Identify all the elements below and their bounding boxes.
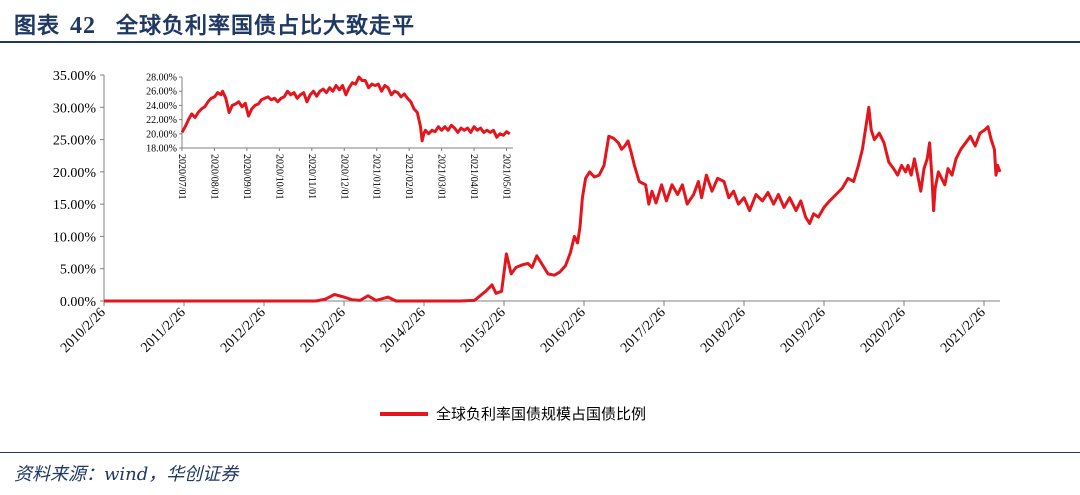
inset-x-tick-label: 2020/11/01 [306,154,317,199]
inset-y-tick-label: 26.00% [146,87,177,98]
x-tick-label: 2012/2/26 [218,305,269,356]
inset-y-tick-label: 22.00% [146,115,177,126]
x-tick-label: 2015/2/26 [458,305,509,356]
inset-x-tick-label: 2021/01/01 [371,154,382,200]
x-tick-label: 2011/2/26 [138,305,188,355]
inset-x-tick-label: 2020/12/01 [338,154,349,200]
inset-y-tick-label: 24.00% [146,101,177,112]
inset-x-tick-label: 2020/10/01 [273,154,284,200]
inset-x-tick-label: 2021/04/01 [468,154,479,200]
inset-x-tick-label: 2021/05/01 [501,154,512,200]
x-tick-label: 2018/2/26 [698,305,749,356]
x-tick-label: 2010/2/26 [58,305,109,356]
inset-x-tick-label: 2021/02/01 [403,154,414,200]
inset-background [130,69,523,229]
title-rule [0,41,1080,43]
legend-label: 全球负利率国债规模占国债比例 [436,405,646,423]
x-tick-label: 2013/2/26 [298,305,349,356]
source-rule [0,452,1080,453]
inset-y-tick-label: 18.00% [146,144,177,155]
figure-title-text: 全球负利率国债占比大致走平 [116,14,416,39]
inset-series-line [180,75,511,143]
inset-x-tick-label: 2020/09/01 [241,154,252,200]
chart: 0.00% 5.00% 10.00% 15.00% 20.00% 25.00% 30.00%… [53,69,1002,423]
y-tick-label: 25.00% [53,134,97,149]
inset-x-tick-label: 2020/07/01 [176,154,187,200]
inset-y-tick-label: 20.00% [146,129,177,140]
y-tick-label: 15.00% [53,198,97,213]
x-tick-label: 2017/2/26 [618,305,669,356]
inset-x-tick-label: 2021/03/01 [436,154,447,200]
x-tick-label: 2016/2/26 [538,305,589,356]
y-tick-label: 0.00% [60,295,97,310]
inset-chart: 18.00% 20.00% 22.00% 24.00% 26.00% 28.00% 2020… [130,69,523,229]
y-tick-label: 35.00% [53,69,97,84]
figure-label: 图表 [14,14,61,39]
x-tick-label: 2021/2/26 [938,305,989,356]
source-note: 资料来源：wind，华创证券 [14,464,239,485]
y-tick-label: 20.00% [53,166,97,181]
x-tick-label: 2014/2/26 [378,305,429,356]
y-tick-label: 5.00% [60,263,97,278]
figure-title: 图表 42 全球负利率国债占比大致走平 [14,8,415,40]
x-tick-label: 2019/2/26 [778,305,829,356]
inset-x-tick-label: 2020/08/01 [208,154,219,200]
y-tick-label: 30.00% [53,101,97,116]
y-tick-label: 10.00% [53,230,97,245]
series-line [104,105,1002,303]
inset-y-tick-label: 28.00% [146,73,177,84]
figure-number: 42 [70,13,97,39]
legend: 全球负利率国债规模占国债比例 [380,405,646,423]
x-tick-label: 2020/2/26 [858,305,909,356]
